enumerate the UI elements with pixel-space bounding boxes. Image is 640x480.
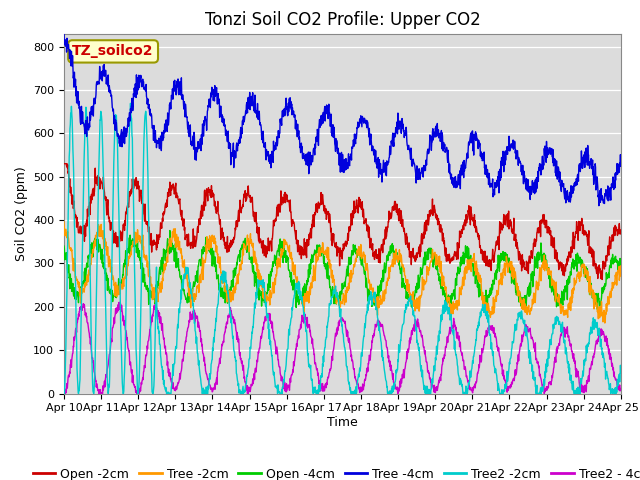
Text: TZ_soilco2: TZ_soilco2 (72, 44, 154, 59)
Title: Tonzi Soil CO2 Profile: Upper CO2: Tonzi Soil CO2 Profile: Upper CO2 (205, 11, 480, 29)
Y-axis label: Soil CO2 (ppm): Soil CO2 (ppm) (15, 166, 28, 261)
Legend: Open -2cm, Tree -2cm, Open -4cm, Tree -4cm, Tree2 -2cm, Tree2 - 4cm: Open -2cm, Tree -2cm, Open -4cm, Tree -4… (28, 463, 640, 480)
X-axis label: Time: Time (327, 416, 358, 429)
